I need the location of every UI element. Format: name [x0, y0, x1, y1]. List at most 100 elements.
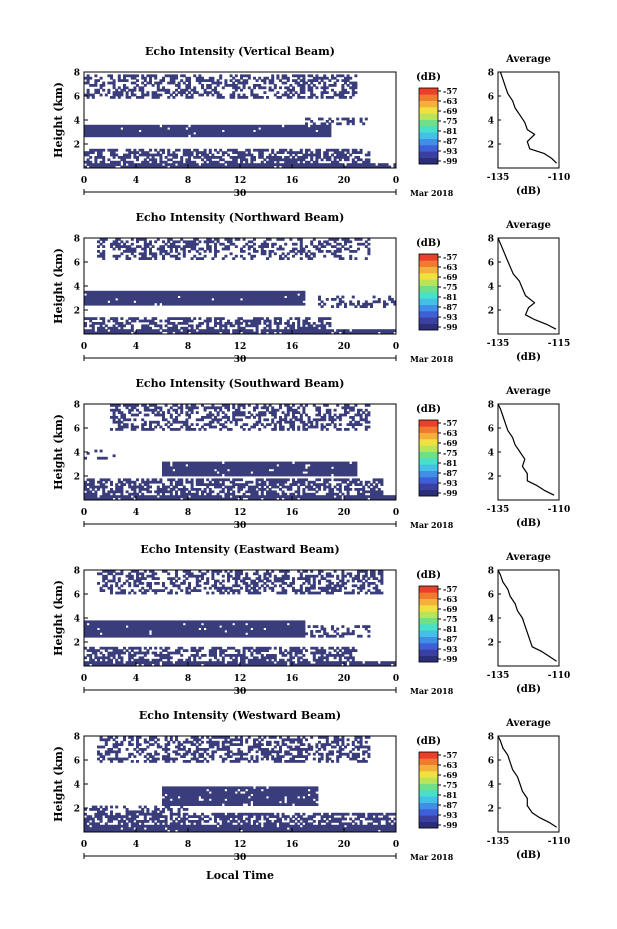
heatmap-cell: [117, 134, 121, 138]
heatmap-cell: [206, 302, 210, 306]
heatmap-cell: [136, 300, 139, 304]
heatmap-cell: [245, 132, 249, 135]
heatmap-cell: [281, 293, 285, 296]
heatmap-cell: [102, 132, 106, 135]
heatmap-cell: [315, 331, 319, 335]
heatmap-cell: [346, 411, 350, 414]
heatmap-cell: [156, 329, 160, 332]
heatmap-cell: [198, 428, 202, 431]
heatmap-cell: [310, 252, 314, 256]
heatmap-cell: [299, 257, 303, 260]
heatmap-cell: [320, 497, 324, 501]
heatmap-cell: [185, 480, 189, 484]
heatmap-cell: [94, 84, 98, 87]
heatmap-cell: [307, 497, 311, 501]
heatmap-cell: [201, 158, 204, 162]
heatmap-cell: [130, 290, 134, 294]
heatmap-cell: [357, 158, 360, 162]
heatmap-cell: [229, 485, 233, 489]
heatmap-cell: [94, 625, 98, 628]
heatmap-cell: [276, 331, 280, 335]
heatmap-cell: [89, 132, 93, 135]
heatmap-cell: [328, 329, 332, 332]
heatmap-cell: [125, 406, 129, 410]
heatmap-cell: [146, 488, 150, 491]
heatmap-cell: [263, 124, 267, 128]
heatmap-cell: [110, 153, 113, 157]
heatmap-cell: [328, 250, 332, 253]
heatmap-cell: [221, 471, 225, 474]
heatmap-cell: [188, 324, 191, 328]
heatmap-cell: [310, 326, 314, 330]
heatmap-cell: [266, 132, 269, 135]
heatmap-cell: [344, 88, 347, 92]
heatmap-cell: [97, 124, 100, 128]
heatmap-cell: [302, 408, 306, 412]
heatmap-cell: [211, 81, 215, 85]
heatmap-cell: [315, 127, 319, 130]
heatmap-cell: [169, 317, 173, 320]
heatmap-cell: [315, 329, 319, 332]
heatmap-cell: [208, 490, 212, 494]
heatmap-cell: [221, 483, 225, 486]
heatmap-cell: [240, 322, 243, 325]
heatmap-cell: [154, 93, 158, 97]
heatmap-cell: [341, 468, 345, 472]
heatmap-cell: [260, 423, 264, 426]
heatmap-cell: [299, 158, 303, 162]
heatmap-cell: [102, 574, 106, 578]
heatmap-cell: [227, 464, 230, 467]
heatmap-cell: [193, 165, 197, 169]
heatmap-cell: [224, 404, 228, 407]
heatmap-cell: [193, 127, 197, 130]
heatmap-cell: [203, 165, 207, 169]
heatmap-cell: [245, 324, 249, 328]
heatmap-cell: [284, 480, 288, 484]
heatmap-cell: [162, 466, 165, 470]
heatmap-cell: [110, 488, 113, 491]
heatmap-cell: [229, 93, 233, 97]
heatmap-cell: [289, 153, 293, 157]
heatmap-cell: [117, 404, 121, 407]
heatmap-cell: [240, 418, 243, 422]
heatmap-cell: [271, 151, 275, 154]
heatmap-cell: [216, 127, 220, 130]
heatmap-cell: [310, 242, 314, 246]
heatmap-cell: [159, 497, 163, 501]
heatmap-cell: [346, 473, 350, 477]
heatmap-cell: [123, 86, 126, 90]
heatmap-cell: [110, 658, 113, 662]
heatmap-cell: [297, 471, 301, 474]
heatmap-cell: [346, 464, 350, 467]
heatmap-cell: [149, 153, 152, 157]
heatmap-cell: [271, 497, 275, 501]
heatmap-cell: [284, 416, 288, 419]
heatmap-cell: [299, 156, 303, 159]
heatmap-cell: [117, 425, 121, 429]
heatmap-cell: [120, 129, 124, 133]
heatmap-cell: [112, 240, 116, 244]
heatmap-cell: [240, 247, 243, 251]
heatmap-cell: [286, 88, 290, 92]
heatmap-cell: [320, 319, 324, 323]
heatmap-cell: [86, 331, 90, 335]
heatmap-cell: [247, 428, 251, 431]
heatmap-cell: [206, 247, 210, 251]
heatmap-cell: [169, 329, 173, 332]
heatmap-cell: [237, 302, 241, 306]
heatmap-cell: [318, 319, 321, 323]
heatmap-cell: [201, 478, 204, 482]
heatmap-cell: [201, 473, 204, 477]
heatmap-cell: [289, 96, 293, 99]
heatmap-cell: [201, 124, 204, 128]
heatmap-cell: [266, 290, 269, 294]
heatmap-cell: [107, 127, 111, 130]
heatmap-cell: [149, 124, 152, 128]
heatmap-cell: [357, 151, 360, 154]
heatmap-cell: [146, 483, 150, 486]
heatmap-cell: [154, 425, 158, 429]
heatmap-cell: [214, 478, 217, 482]
heatmap-cell: [232, 290, 236, 294]
heatmap-cell: [271, 461, 275, 465]
heatmap-cell: [273, 290, 277, 294]
